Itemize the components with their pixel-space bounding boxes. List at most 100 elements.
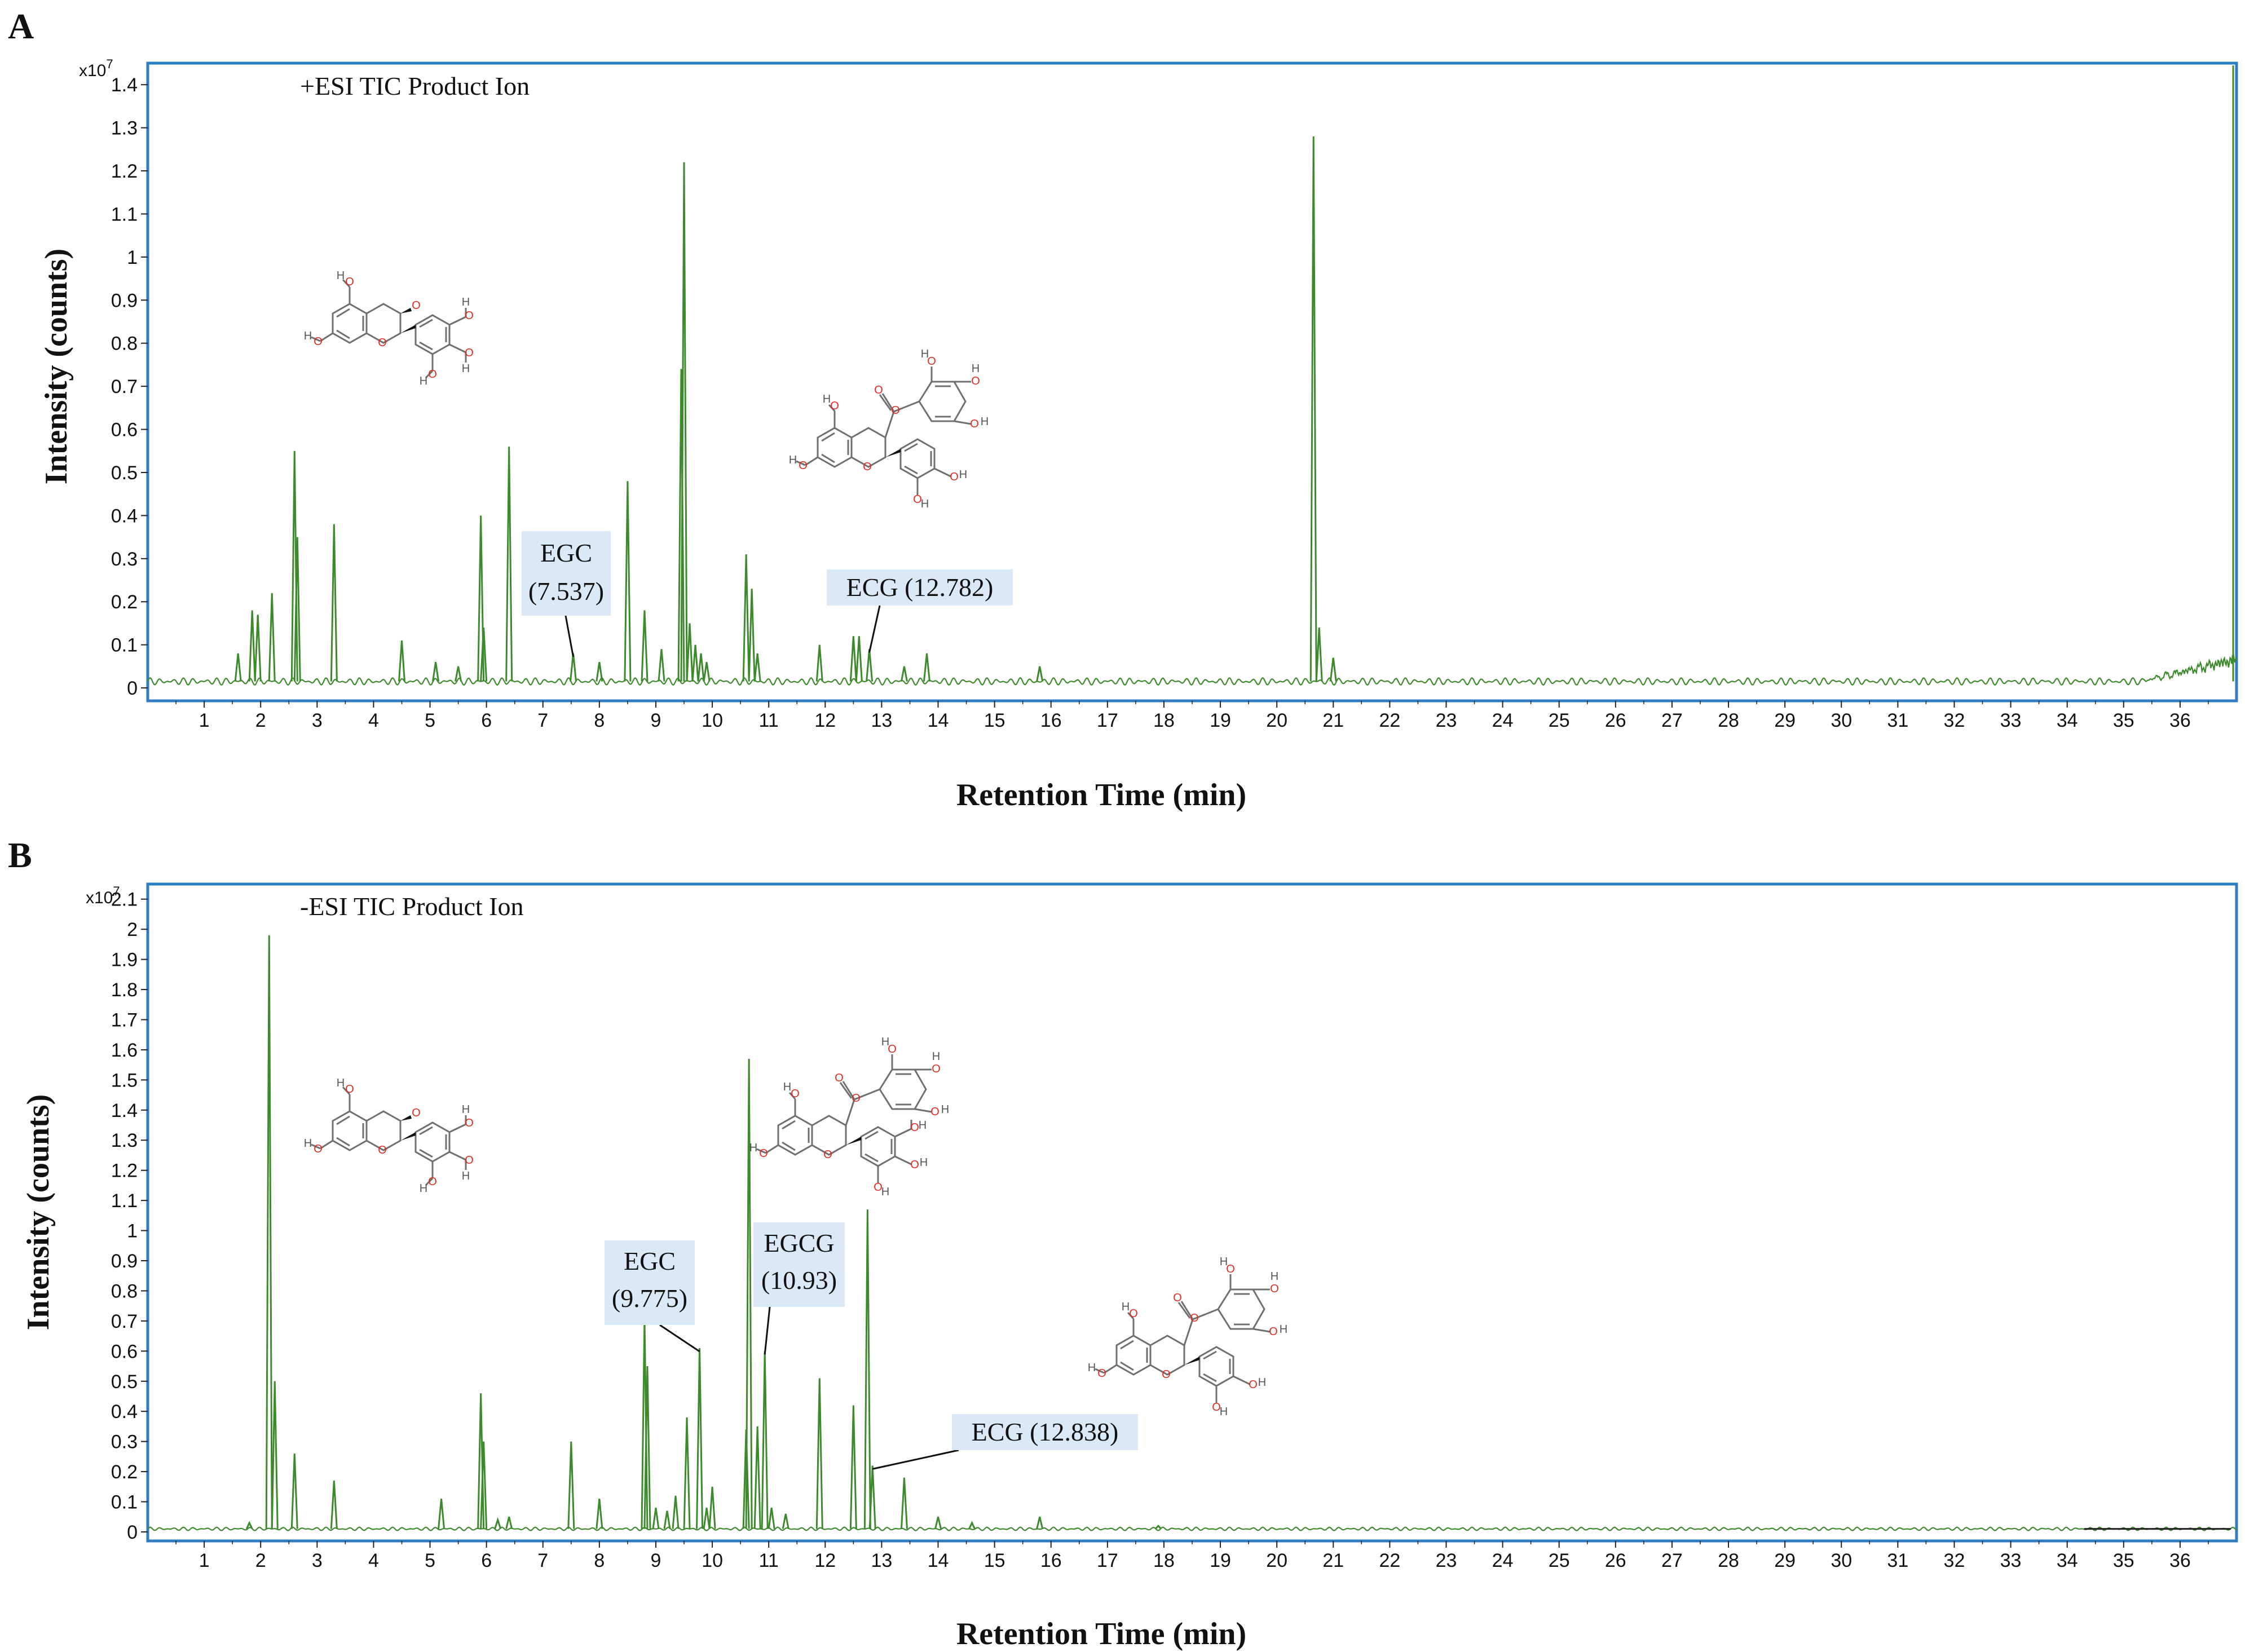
panel-a-y-tick-label: 0.4: [111, 505, 138, 527]
panel-b-x-tick-label: 26: [1605, 1550, 1626, 1571]
panel-a-trace-peak: [1036, 666, 1044, 682]
panel-b-trace-peak: [567, 1441, 575, 1529]
panel-b-trace-peak: [330, 1481, 338, 1529]
panel-a-x-tick-label: 18: [1153, 710, 1175, 731]
panel-a-y-tick-label: 0.1: [111, 635, 138, 656]
panel-b-x-tick-label: 33: [2000, 1550, 2022, 1571]
panel-a-chart-title: +ESI TIC Product Ion: [300, 72, 530, 100]
panel-a-y-tick-label: 1: [127, 247, 138, 268]
panel-a-trace-peak: [641, 610, 649, 682]
panel-b-trace-peak: [863, 1209, 871, 1529]
panel-b-x-tick-label: 35: [2113, 1550, 2134, 1571]
panel-a-x-tick-label: 8: [594, 710, 605, 731]
panel-b-x-tick-label: 7: [537, 1550, 548, 1571]
panel-a-trace-peak: [1329, 657, 1337, 682]
panel-a-x-tick-label: 24: [1492, 710, 1514, 731]
panel-a-y-tick-label: 0: [127, 678, 138, 699]
panel-a-y-tick-label: 0.3: [111, 549, 138, 570]
panel-a-y-tick-label: 1.3: [111, 118, 138, 139]
panel-a-y-tick-label: 0.6: [111, 419, 138, 441]
molecule-egcg-drawing: [749, 1036, 949, 1198]
panel-a-x-tick-label: 6: [481, 710, 492, 731]
panel-b-x-tick-label: 3: [312, 1550, 323, 1571]
panel-b-y-tick-label: 1.9: [111, 949, 138, 971]
panel-a-x-tick-label: 36: [2169, 710, 2191, 731]
panel-b-trace-peak: [505, 1516, 513, 1529]
panel-a-x-tick-label: 1: [199, 710, 210, 731]
panel-b-trace-peak: [663, 1510, 671, 1529]
panel-b-y-tick-label: 0.6: [111, 1341, 138, 1362]
panel-a-annotation-leader: [868, 605, 881, 653]
panel-a-x-tick-label: 35: [2113, 710, 2134, 731]
panel-a-x-tick-label: 2: [255, 710, 266, 731]
panel-b-trace-peak: [290, 1453, 298, 1529]
panel-b-y-tick-label: 1.3: [111, 1130, 138, 1151]
panel-a-y-tick-label: 0.2: [111, 591, 138, 613]
panel-b-trace-peak: [643, 1366, 651, 1529]
panel-a-trace-peak: [330, 524, 338, 682]
panel-b-x-tick-label: 15: [984, 1550, 1005, 1571]
panel-a-trace-peak: [624, 481, 632, 682]
panel-b-x-tick-label: 10: [702, 1550, 723, 1571]
panel-b-x-tick-label: 12: [814, 1550, 836, 1571]
panel-b-x-tick-label: 31: [1887, 1550, 1908, 1571]
panel-b-trace-peak: [708, 1486, 716, 1529]
panel-b-trace-peak: [934, 1516, 942, 1529]
panel-b-x-tick-label: 1: [199, 1550, 210, 1571]
panel-b-x-tick-label: 25: [1549, 1550, 1570, 1571]
panel-b-trace-peak: [596, 1499, 603, 1529]
panel-a-x-tick-label: 29: [1774, 710, 1796, 731]
panel-a-trace-peak: [677, 369, 685, 682]
panel-a-trace-peak: [398, 640, 405, 682]
panel-a-x-tick-label: 22: [1379, 710, 1400, 731]
panel-a-trace-peak: [505, 447, 513, 682]
panel-a-x-tick-label: 26: [1605, 710, 1626, 731]
panel-b-y-tick-label: 0.8: [111, 1280, 138, 1302]
panel-b-y-tick-label: 0.2: [111, 1461, 138, 1483]
panel-a-x-tick-label: 3: [312, 710, 323, 731]
panel-b-x-tick-label: 9: [651, 1550, 661, 1571]
panel-a-y-axis-label: Intensity (counts): [39, 249, 74, 484]
panel-a-x-tick-label: 5: [425, 710, 435, 731]
panel-a-y-tick-label: 1.4: [111, 74, 138, 96]
panel-b-trace-peak: [761, 1351, 769, 1529]
panel-b-trace-peak: [1154, 1525, 1162, 1530]
panel-a-trace-peak: [923, 653, 930, 682]
panel-b-x-tick-label: 6: [481, 1550, 492, 1571]
panel-a-trace-peak: [234, 653, 242, 682]
panel-b-plot-frame: [146, 882, 2238, 1543]
panel-a-annotation-box: [522, 531, 611, 616]
panel-a-trace-peak: [480, 628, 488, 682]
panel-b-annotation-label: EGCG: [764, 1229, 834, 1257]
panel-a-x-tick-label: 33: [2000, 710, 2022, 731]
panel-a-x-tick-label: 30: [1831, 710, 1852, 731]
panel-a-trace-peak: [293, 537, 301, 682]
panel-b-trace-peak: [968, 1521, 976, 1530]
panel-a-x-tick-label: 28: [1718, 710, 1739, 731]
panel-b-y-tick-label: 0.5: [111, 1371, 138, 1393]
panel-b-trace-peak: [849, 1405, 857, 1529]
panel-a-trace-peak: [596, 662, 603, 682]
panel-a-y-tick-label: 1.1: [111, 204, 138, 225]
panel-a-trace-baseline: [147, 651, 2237, 686]
panel-b-trace-peak: [768, 1508, 775, 1529]
panel-b-trace-peak: [438, 1499, 446, 1529]
panel-a-y-tick-label: 0.7: [111, 376, 138, 397]
panel-a-trace-peak: [455, 666, 462, 682]
panel-b-chart-title: -ESI TIC Product Ion: [300, 892, 524, 921]
panel-b-trace-peak: [245, 1521, 253, 1530]
panel-a-trace-peak: [742, 554, 750, 682]
panel-b-x-tick-label: 2: [255, 1550, 266, 1571]
panel-a-trace-peak: [658, 649, 665, 682]
panel-b-y-tick-label: 1: [127, 1221, 138, 1242]
panel-a-trace-peak: [1315, 628, 1323, 682]
panel-a-x-tick-label: 9: [651, 710, 661, 731]
panel-a-trace-peak: [268, 593, 276, 682]
panel-b-annotation-box: [952, 1414, 1138, 1450]
panel-b-trace-peak: [672, 1495, 680, 1529]
panel-b-annotation-rt: (9.775): [612, 1284, 687, 1313]
panel-a-y-multiplier: x107: [79, 57, 113, 80]
panel-b-x-tick-label: 22: [1379, 1550, 1400, 1571]
panel-b-x-tick-label: 28: [1718, 1550, 1739, 1571]
panel-b-y-tick-label: 1.8: [111, 979, 138, 1001]
